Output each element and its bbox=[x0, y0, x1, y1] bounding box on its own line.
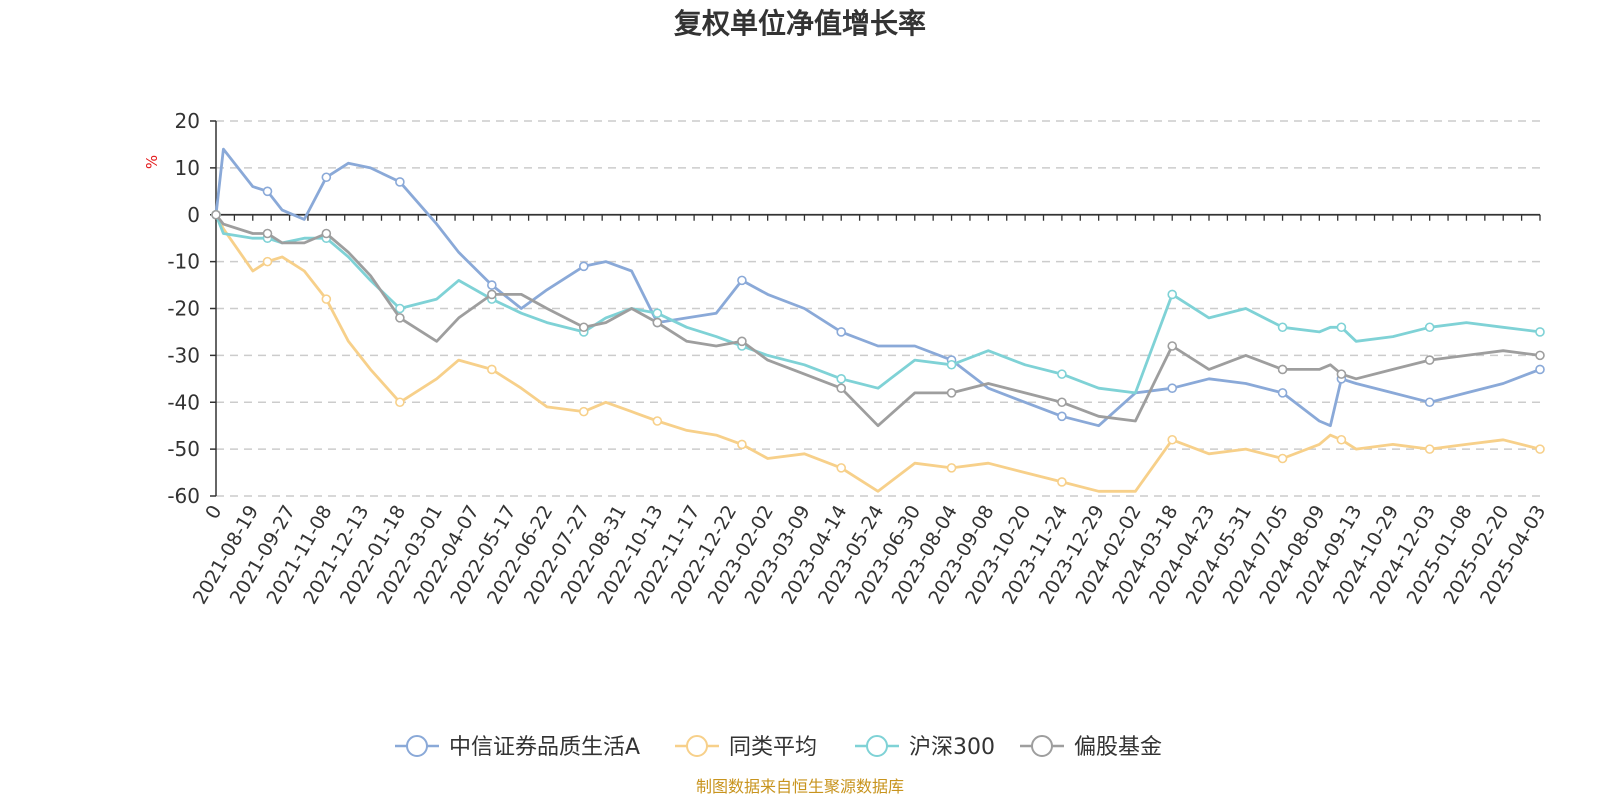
series-point bbox=[321, 172, 332, 183]
series-point bbox=[1535, 350, 1545, 361]
series-point bbox=[1167, 341, 1178, 351]
legend-label: 同类平均 bbox=[729, 735, 817, 760]
y-tick-label: -30 bbox=[167, 343, 200, 367]
series-point bbox=[1167, 289, 1178, 300]
series-point bbox=[1057, 397, 1067, 408]
series-point bbox=[1167, 434, 1178, 445]
series-point bbox=[262, 256, 273, 267]
series-point bbox=[737, 275, 747, 286]
series-point bbox=[395, 303, 405, 314]
series-point bbox=[211, 209, 221, 220]
series-point bbox=[1336, 322, 1347, 333]
legend-label: 偏股基金 bbox=[1074, 735, 1162, 760]
series-point bbox=[1424, 322, 1435, 333]
series-point bbox=[1535, 364, 1545, 375]
y-tick-label: -40 bbox=[167, 390, 200, 414]
y-tick-label: -60 bbox=[167, 484, 200, 508]
axes: 20100-10-20-30-40-50-6002021-08-192021-0… bbox=[167, 109, 1550, 608]
y-tick-label: 20 bbox=[175, 109, 200, 133]
series-point bbox=[1167, 383, 1178, 393]
series-point bbox=[836, 463, 847, 473]
series-point bbox=[1424, 397, 1435, 408]
legend-marker bbox=[406, 735, 428, 757]
legend-marker bbox=[686, 735, 708, 757]
series-point bbox=[487, 364, 497, 375]
series-line-2 bbox=[214, 213, 1542, 493]
series-point bbox=[262, 228, 273, 239]
series-line-1 bbox=[214, 147, 1542, 428]
series-point bbox=[321, 228, 332, 239]
y-tick-label: -50 bbox=[167, 437, 200, 461]
series-point bbox=[1057, 477, 1067, 487]
series-point bbox=[1424, 355, 1435, 365]
series-point bbox=[578, 406, 589, 417]
series-point bbox=[262, 186, 273, 197]
legend-label: 沪深300 bbox=[909, 735, 995, 760]
y-tick-label: -10 bbox=[167, 250, 200, 274]
series-point bbox=[652, 317, 663, 328]
series-point bbox=[836, 374, 847, 384]
y-tick-label: 0 bbox=[187, 203, 200, 227]
series-point bbox=[321, 294, 332, 304]
series-line-3 bbox=[214, 213, 1542, 395]
series-point bbox=[1057, 411, 1067, 422]
grid bbox=[216, 120, 1540, 497]
series-point bbox=[836, 383, 847, 393]
series-point bbox=[652, 416, 663, 426]
series-point bbox=[946, 359, 957, 370]
series-point bbox=[737, 439, 747, 450]
data-source-note: 制图数据来自恒生聚源数据库 bbox=[696, 777, 904, 796]
series-point bbox=[1535, 327, 1545, 337]
series-point bbox=[836, 327, 847, 337]
y-tick-label: 10 bbox=[175, 156, 200, 180]
series-point bbox=[946, 463, 957, 473]
series-point bbox=[1277, 322, 1288, 333]
legend-marker bbox=[1031, 735, 1053, 757]
series-line-4 bbox=[214, 213, 1542, 428]
series-point bbox=[737, 336, 747, 347]
legend-marker bbox=[866, 735, 888, 757]
series-point bbox=[652, 308, 663, 318]
series-point bbox=[1535, 444, 1545, 454]
series-point bbox=[395, 397, 405, 408]
legend-label: 中信证券品质生活A bbox=[449, 735, 640, 760]
legend: 中信证券品质生活A 同类平均 沪深300 偏股基金 bbox=[395, 735, 1162, 760]
chart-title: 复权单位净值增长率 bbox=[674, 7, 926, 40]
series-point bbox=[1057, 369, 1067, 379]
series-point bbox=[1424, 444, 1435, 454]
y-axis-unit: % bbox=[143, 155, 161, 169]
series-point bbox=[487, 280, 497, 290]
x-tick-label: 0 bbox=[201, 502, 226, 523]
series-point bbox=[1336, 434, 1347, 445]
series-point bbox=[578, 322, 589, 333]
series-point bbox=[1277, 388, 1288, 398]
series-point bbox=[395, 313, 405, 323]
series-point bbox=[1336, 369, 1347, 379]
series-point bbox=[578, 261, 589, 272]
series-point bbox=[946, 388, 957, 398]
series-point bbox=[1277, 453, 1288, 464]
series-point bbox=[1277, 364, 1288, 375]
series-point bbox=[487, 289, 497, 300]
series-point bbox=[395, 177, 405, 187]
series-lines bbox=[211, 147, 1545, 493]
y-tick-label: -20 bbox=[167, 297, 200, 321]
